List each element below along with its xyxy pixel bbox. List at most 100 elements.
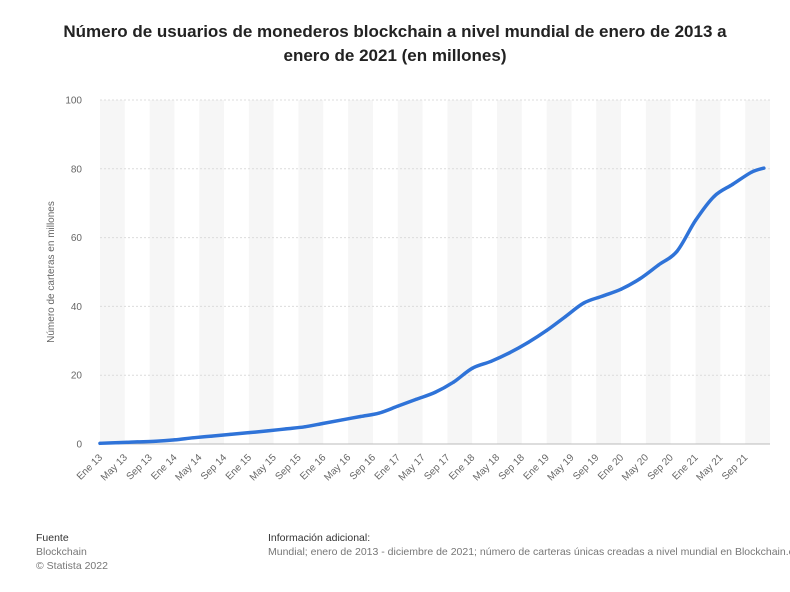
data-point <box>414 397 418 401</box>
y-tick-label: 40 <box>71 302 83 313</box>
x-tick-label: May 17 <box>397 452 428 483</box>
data-point <box>284 427 288 431</box>
data-point <box>452 380 456 384</box>
data-point <box>358 414 363 419</box>
y-axis-ticks: 0 20 40 60 80 100 <box>65 96 82 451</box>
chart-title: Número de usuarios de monederos blockcha… <box>63 22 727 65</box>
data-point <box>656 263 660 267</box>
data-point <box>507 351 512 355</box>
x-tick-label: Sep 16 <box>348 452 378 482</box>
x-tick-label: Sep 21 <box>720 452 750 482</box>
column-band <box>472 100 498 444</box>
column-band <box>447 100 473 444</box>
x-tick-label: May 14 <box>173 452 204 483</box>
column-band <box>372 100 398 444</box>
x-tick-label: May 15 <box>248 452 279 483</box>
source-block: Fuente Blockchain © Statista 2022 <box>36 531 108 573</box>
x-tick-label: Sep 14 <box>199 452 229 482</box>
data-point <box>191 436 195 440</box>
data-point <box>489 359 493 364</box>
data-point <box>731 182 735 186</box>
data-point <box>712 194 716 198</box>
x-tick-label: May 18 <box>471 452 502 483</box>
data-point <box>172 438 177 442</box>
x-tick-label: May 16 <box>322 452 353 483</box>
data-point <box>396 404 400 408</box>
column-band <box>149 100 175 444</box>
column-band <box>521 100 547 444</box>
y-tick-label: 80 <box>71 164 83 175</box>
column-band <box>397 100 423 444</box>
data-point <box>582 301 586 305</box>
column-band <box>745 100 770 444</box>
column-band <box>571 100 597 444</box>
column-band <box>224 100 249 444</box>
x-tick-label: May 19 <box>546 452 577 483</box>
x-tick-label: Sep 18 <box>497 452 527 482</box>
data-point <box>675 249 679 253</box>
column-band <box>298 100 324 444</box>
source-copyright: © Statista 2022 <box>36 560 108 572</box>
y-tick-label: 20 <box>71 371 83 382</box>
column-band <box>323 100 349 444</box>
data-point <box>600 294 605 298</box>
y-tick-label: 100 <box>65 96 82 107</box>
column-band <box>546 100 572 444</box>
info-block: Información adicional: Mundial; enero de… <box>268 531 790 559</box>
column-band <box>100 100 125 444</box>
data-point <box>210 434 214 438</box>
data-point <box>693 218 698 222</box>
data-point <box>340 418 344 422</box>
source-heading: Fuente <box>36 532 69 544</box>
column-band <box>248 100 274 444</box>
source-name: Blockchain <box>36 546 87 558</box>
series-layer <box>98 166 766 446</box>
y-axis-label: Número de carteras en millones <box>46 201 57 343</box>
column-band <box>497 100 522 444</box>
data-point <box>321 421 325 425</box>
column-band <box>720 100 746 444</box>
data-point <box>619 287 623 291</box>
data-point <box>526 340 530 345</box>
data-point <box>303 425 307 429</box>
data-point <box>545 328 549 333</box>
x-tick-label: Sep 15 <box>273 452 303 482</box>
data-point <box>563 315 567 319</box>
y-tick-label: 60 <box>71 233 83 244</box>
data-point <box>762 166 766 170</box>
data-point <box>98 441 102 445</box>
data-point <box>228 432 232 436</box>
column-band <box>124 100 150 444</box>
column-band <box>695 100 721 444</box>
column-band <box>596 100 622 444</box>
data-point <box>247 431 251 435</box>
info-heading: Información adicional: <box>268 532 371 544</box>
x-tick-label: Sep 19 <box>571 452 601 482</box>
column-band <box>273 100 299 444</box>
x-tick-label: May 13 <box>99 452 130 483</box>
data-point <box>638 277 642 281</box>
gridlines <box>100 99 770 445</box>
data-point <box>117 441 121 445</box>
info-text: Mundial; enero de 2013 - diciembre de 20… <box>268 546 790 558</box>
data-point <box>135 440 139 444</box>
y-tick-label: 0 <box>76 440 82 451</box>
data-point <box>377 411 381 415</box>
x-tick-label: May 20 <box>620 452 651 483</box>
x-tick-label: Sep 13 <box>125 452 155 482</box>
x-tick-label: May 21 <box>695 452 726 483</box>
column-band <box>621 100 646 444</box>
data-point <box>470 366 474 370</box>
data-point <box>749 170 753 174</box>
column-band <box>670 100 696 444</box>
data-point <box>154 439 158 443</box>
column-bands <box>100 100 770 444</box>
column-band <box>199 100 225 444</box>
data-point <box>433 390 437 394</box>
x-tick-label: Sep 20 <box>646 452 676 482</box>
column-band <box>348 100 373 444</box>
column-band <box>174 100 200 444</box>
data-point <box>265 429 270 433</box>
